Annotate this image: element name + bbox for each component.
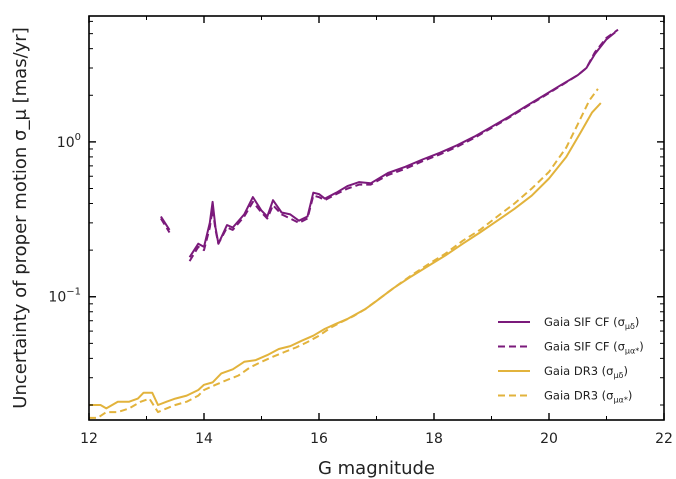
series-3-line-segment-0 xyxy=(89,88,599,419)
x-axis-label: G magnitude xyxy=(318,458,435,479)
legend-label-main: Gaia DR3 (σ xyxy=(544,389,613,403)
x-tick-label: 14 xyxy=(195,431,213,447)
legend-label-close: ) xyxy=(635,315,640,329)
legend-label: Gaia DR3 (σμδ) xyxy=(544,364,628,380)
x-tick-label: 22 xyxy=(655,431,673,447)
series-0-line-segment-1 xyxy=(188,31,616,258)
legend-label-close: ) xyxy=(628,389,633,403)
y-tick-label: 100 xyxy=(57,132,81,151)
legend-label: Gaia DR3 (σμα*) xyxy=(544,389,632,405)
legend-label-sub: μα* xyxy=(613,396,627,405)
series-0-line-segment-0 xyxy=(160,215,171,231)
x-tick-label: 12 xyxy=(80,431,98,447)
legend: Gaia SIF CF (σμδ)Gaia SIF CF (σμα*)Gaia … xyxy=(498,315,644,405)
legend-label: Gaia SIF CF (σμδ) xyxy=(544,315,639,331)
series-1-line-segment-1 xyxy=(188,28,619,262)
plot-frame xyxy=(88,15,665,421)
x-tick-label: 16 xyxy=(310,431,328,447)
series-1-line-segment-0 xyxy=(160,217,171,234)
legend-label-close: ) xyxy=(639,340,644,354)
legend-label-main: Gaia DR3 (σ xyxy=(544,364,613,378)
y-tick-exponent: 0 xyxy=(75,132,81,143)
legend-label: Gaia SIF CF (σμα*) xyxy=(544,340,644,356)
legend-label-main: Gaia SIF CF (σ xyxy=(544,340,625,354)
legend-label-sub: μα* xyxy=(625,347,639,356)
legend-label-sub: μδ xyxy=(613,371,623,380)
y-tick-label: 10−1 xyxy=(48,287,81,306)
y-axis-label: Uncertainty of proper motion σ_μ [mas/yr… xyxy=(10,27,31,408)
y-tick-base: 10 xyxy=(48,290,66,306)
curves xyxy=(89,28,619,419)
x-tick-label: 20 xyxy=(540,431,558,447)
y-tick-exponent: −1 xyxy=(66,287,81,298)
legend-label-main: Gaia SIF CF (σ xyxy=(544,315,625,329)
series-2-line-segment-0 xyxy=(89,102,602,410)
y-tick-base: 10 xyxy=(57,135,75,151)
x-tick-label: 18 xyxy=(425,431,443,447)
legend-label-sub: μδ xyxy=(625,322,635,331)
legend-label-close: ) xyxy=(623,364,628,378)
